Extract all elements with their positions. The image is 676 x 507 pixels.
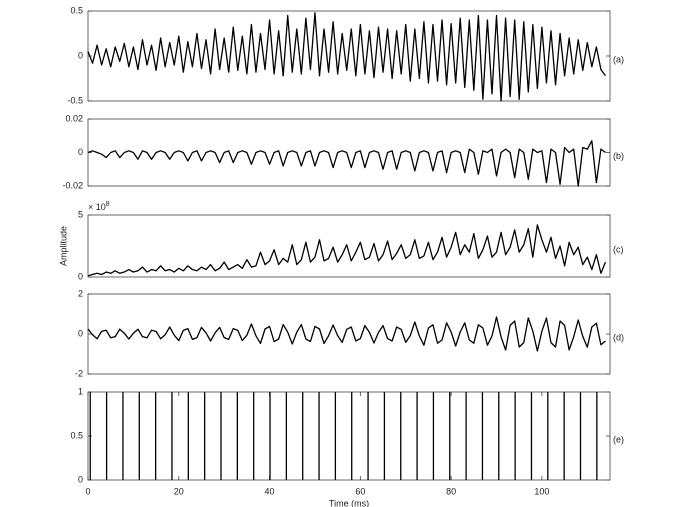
x-tick-label: 80 (446, 486, 456, 496)
panel-label: (e) (613, 434, 624, 444)
panel-label: (a) (613, 54, 624, 64)
y-tick-label: 5 (78, 209, 83, 219)
y-tick-label: 0.5 (70, 430, 83, 440)
x-tick-label: 100 (534, 486, 549, 496)
y-tick-label: 1 (78, 386, 83, 396)
axes-frame (87, 214, 611, 278)
panel-label: (b) (613, 151, 624, 161)
y-tick-label: 0 (78, 50, 83, 60)
panel-label: (d) (613, 332, 624, 342)
y-tick-label: 0.5 (70, 5, 83, 15)
x-tick-label: 0 (85, 486, 90, 496)
y-tick-label: 0 (78, 147, 83, 157)
y-tick-label: 0 (78, 271, 83, 281)
x-tick-label: 40 (265, 486, 275, 496)
panel: -0.5 0 0.5 (a) (67, 5, 624, 105)
y-tick-label: 0 (78, 328, 83, 338)
y-exponent-base: × 10 (88, 202, 106, 212)
x-tick-label: 60 (355, 486, 365, 496)
signal-line (87, 316, 606, 352)
y-tick-label: 0.02 (65, 113, 83, 123)
panel: 0 5 (c) Amplitude × 108 (58, 201, 623, 282)
panel-label: (c) (613, 244, 624, 254)
x-axis-label: Time (ms) (329, 498, 369, 507)
y-tick-label: 0 (78, 474, 83, 484)
panel: -0.02 0 0.02 (b) (62, 113, 624, 190)
y-exponent: × 108 (88, 201, 110, 213)
y-exponent-power: 8 (106, 201, 110, 208)
y-tick-label: -0.02 (62, 180, 83, 190)
y-tick-label: -0.5 (67, 95, 83, 105)
signal-line (87, 12, 606, 102)
y-tick-label: -2 (75, 368, 83, 378)
signal-line (87, 140, 606, 187)
panel: -2 0 2 (d) (75, 288, 624, 378)
y-tick-label: 2 (78, 288, 83, 298)
x-tick-label: 20 (174, 486, 184, 496)
panel: 0 0.5 1 0 20 40 60 80 100 (e) Time (ms) (70, 386, 624, 507)
axes-frame (87, 10, 611, 102)
y-axis-label: Amplitude (58, 226, 68, 266)
signal-line (87, 224, 607, 277)
